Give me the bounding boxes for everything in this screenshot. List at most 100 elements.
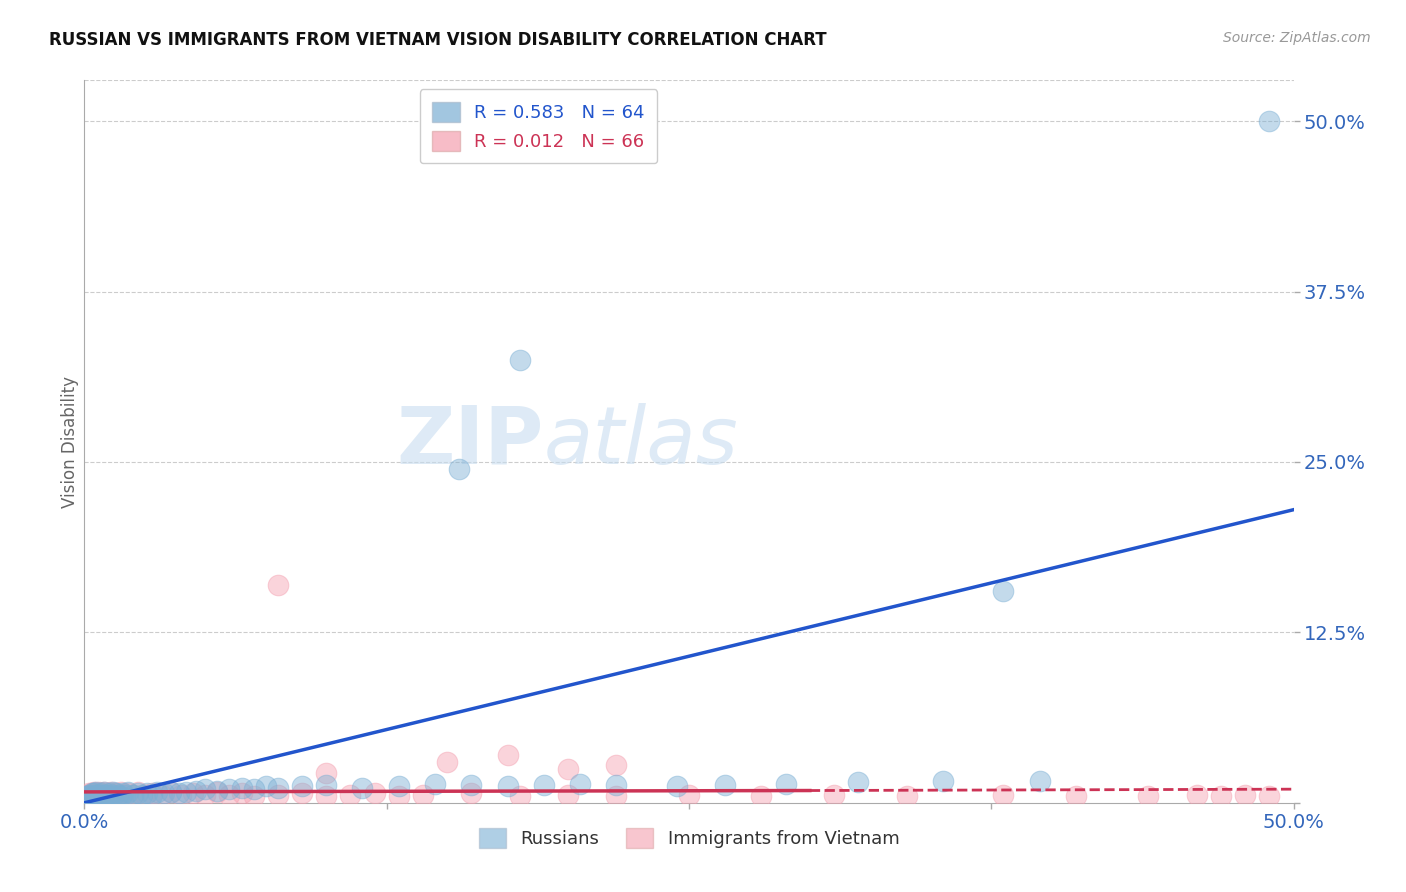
Point [751,789,773,803]
Point [496,748,519,763]
Point [388,789,411,803]
Point [665,780,688,794]
Point [121,788,143,802]
Point [388,780,411,794]
Text: atlas: atlas [544,402,738,481]
Point [242,782,264,797]
Point [136,786,159,800]
Point [86,789,108,803]
Point [932,774,955,789]
Point [181,786,204,800]
Point [267,577,290,591]
Point [86,785,108,799]
Point [436,755,458,769]
Point [291,786,314,800]
Point [94,788,117,802]
Point [87,785,110,799]
Point [87,789,110,803]
Point [86,786,108,800]
Point [569,777,592,791]
Point [83,786,105,800]
Point [93,785,115,799]
Point [352,780,374,795]
Point [1028,774,1050,789]
Point [86,788,108,802]
Point [110,785,132,799]
Point [207,783,229,797]
Point [104,786,127,800]
Point [412,788,434,802]
Point [1185,788,1208,802]
Point [83,789,105,803]
Point [605,789,627,803]
Point [83,788,105,802]
Point [112,788,135,802]
Point [131,788,153,802]
Point [775,777,797,791]
Point [90,788,112,802]
Point [110,789,132,803]
Point [315,778,337,792]
Point [104,786,127,800]
Point [218,782,240,797]
Point [174,785,197,799]
Point [714,778,737,792]
Point [114,788,136,802]
Point [231,780,253,795]
Point [557,788,579,802]
Point [117,786,139,800]
Point [90,786,112,800]
Point [315,765,337,780]
Point [605,778,627,792]
Point [107,788,129,802]
Point [77,786,100,800]
Point [1258,789,1281,803]
Point [141,788,163,802]
Point [93,789,115,803]
Point [107,789,129,803]
Point [160,785,183,799]
Point [194,782,217,797]
Point [509,352,531,367]
Point [339,788,361,802]
Point [80,786,103,800]
Point [97,786,120,800]
Point [1137,789,1160,803]
Point [218,788,240,802]
Point [90,786,112,800]
Point [77,789,100,803]
Point [80,786,103,800]
Point [90,788,112,802]
Text: ZIP: ZIP [396,402,544,481]
Point [449,462,471,476]
Point [153,786,176,800]
Point [315,789,337,803]
Point [76,789,98,803]
Point [127,786,149,800]
Point [117,785,139,799]
Point [509,789,531,803]
Point [134,788,156,802]
Point [103,788,125,802]
Point [160,785,183,799]
Point [127,785,149,799]
Point [291,780,314,794]
Point [823,788,845,802]
Point [460,786,482,800]
Text: RUSSIAN VS IMMIGRANTS FROM VIETNAM VISION DISABILITY CORRELATION CHART: RUSSIAN VS IMMIGRANTS FROM VIETNAM VISIO… [49,31,827,49]
Point [93,789,115,803]
Point [170,788,193,802]
Point [93,785,115,799]
Point [121,788,143,802]
Point [267,788,290,802]
Point [896,789,918,803]
Point [87,788,110,802]
Point [77,789,100,803]
Point [1064,789,1087,803]
Point [993,788,1015,802]
Point [242,789,264,803]
Legend: Russians, Immigrants from Vietnam: Russians, Immigrants from Vietnam [471,821,907,855]
Point [76,788,98,802]
Point [112,786,135,800]
Point [557,762,579,776]
